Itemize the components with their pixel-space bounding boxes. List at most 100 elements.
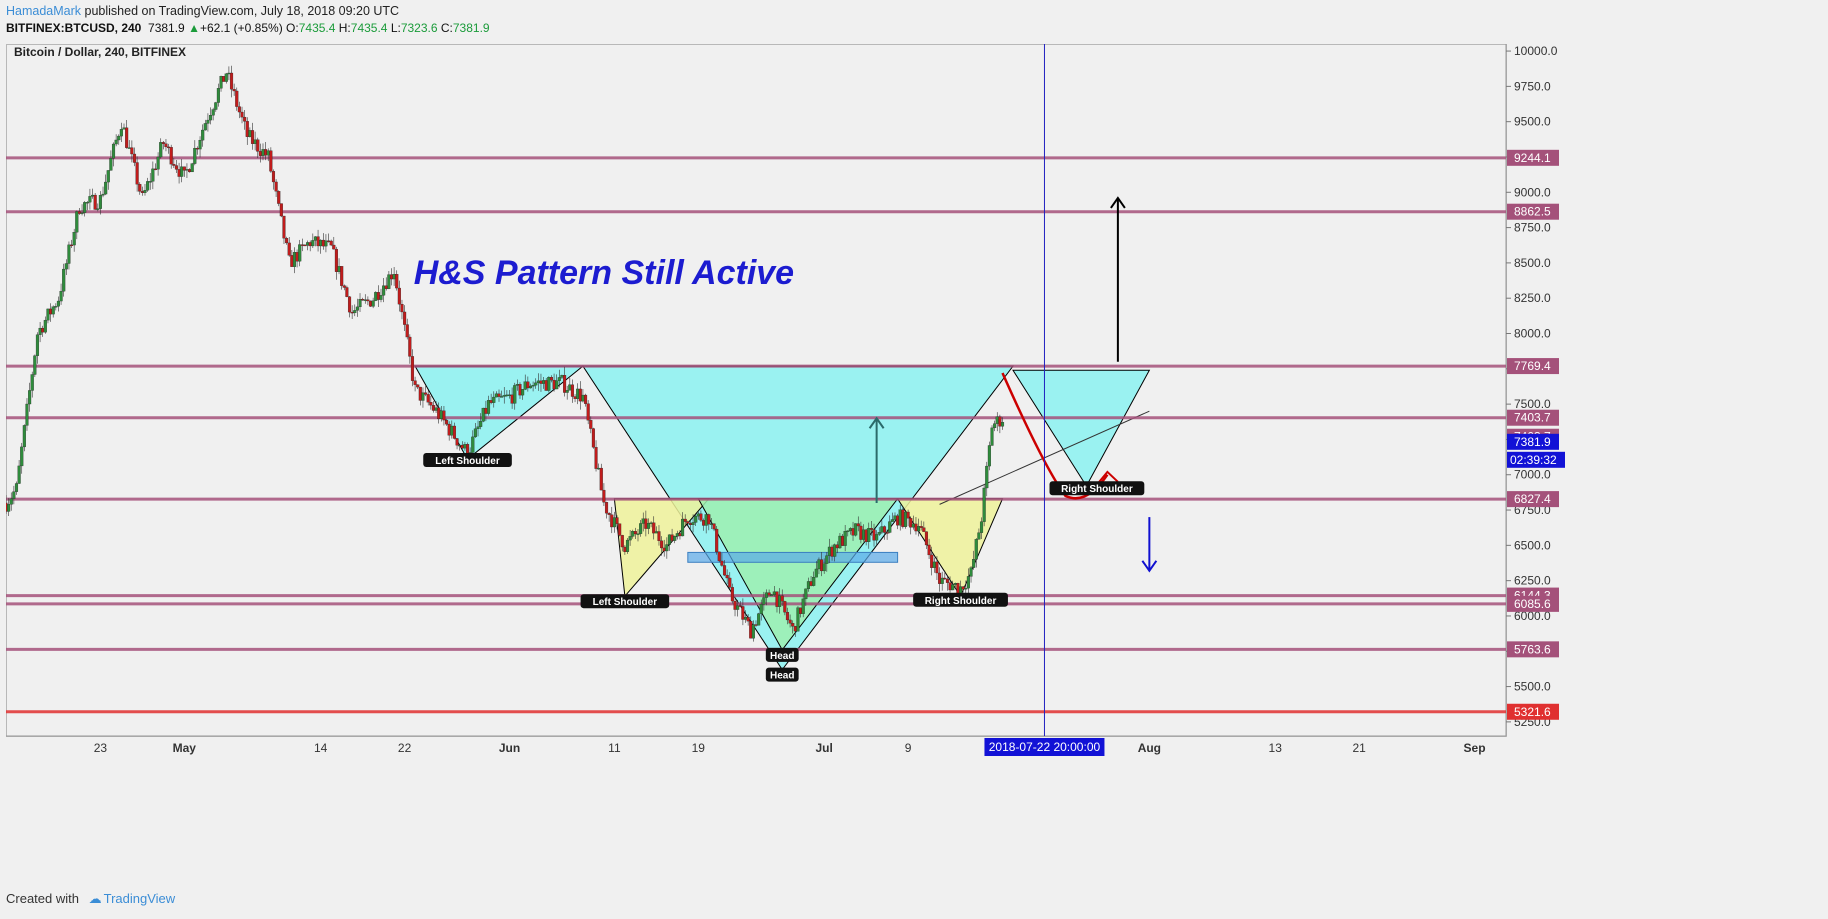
candle-body-54 [146, 181, 150, 191]
candle-body-187 [494, 393, 498, 398]
candle-body-101 [269, 150, 273, 172]
candle-body-68 [182, 166, 186, 171]
y-tick-label-1: 5500.0 [1514, 680, 1551, 694]
candle-body-183 [484, 407, 488, 414]
candle-body-252 [665, 544, 669, 552]
candle-body-277 [730, 587, 734, 602]
candle-body-320 [843, 531, 847, 546]
candle-body-139 [368, 300, 373, 307]
candle-body-289 [762, 597, 766, 605]
candle-body-379 [998, 416, 1002, 427]
price-chart[interactable]: Bitcoin / Dollar, 240, BITFINEX H&S Patte… [4, 44, 1757, 882]
candle-body-211 [557, 377, 561, 381]
candle-body-294 [775, 591, 779, 607]
candle-body-380 [1000, 422, 1005, 427]
candle-body-121 [321, 239, 325, 247]
candle-body-90 [240, 111, 244, 118]
candle-body-152 [403, 311, 407, 325]
extra-price-tag-1-bg [1507, 433, 1559, 450]
candle-body-340 [896, 515, 900, 526]
candle-body-195 [515, 384, 519, 386]
candle-body-344 [906, 511, 910, 519]
chart-frame[interactable]: Bitcoin / Dollar, 240, BITFINEX H&S Patte… [4, 44, 1757, 882]
y-tick-label-3: 6000.0 [1514, 609, 1551, 623]
candle-body-28 [77, 211, 81, 214]
candle-body-184 [486, 400, 491, 414]
candle-body-62 [167, 146, 171, 149]
candle-body-369 [972, 559, 976, 568]
x-tick-label-4: Jun [499, 741, 520, 755]
candle-body-39 [106, 170, 110, 183]
candle-body-366 [964, 587, 968, 590]
candle-body-331 [872, 529, 876, 541]
candle-body-202 [534, 382, 538, 386]
candle-body-49 [132, 153, 137, 163]
candle-body-246 [649, 522, 653, 524]
level-price-tag-6-bg [1507, 595, 1559, 612]
candle-body-34 [93, 194, 97, 210]
candle-body-160 [424, 392, 428, 395]
candle-body-335 [882, 526, 887, 533]
ohlc-high: 7435.4 [350, 21, 388, 35]
pattern-label-5: Right Shoulder [1061, 484, 1133, 495]
candle-body-143 [379, 295, 383, 300]
candle-body-221 [583, 394, 588, 404]
candle-body-305 [804, 588, 808, 600]
candle-body-314 [827, 546, 831, 556]
candle-body-228 [602, 489, 606, 503]
tradingview-brand[interactable]: TradingView [103, 891, 176, 906]
candle-body-131 [347, 296, 352, 313]
candle-body-37 [101, 193, 105, 196]
candle-body-361 [951, 584, 955, 591]
candle-body-325 [856, 523, 860, 527]
candle-body-278 [733, 600, 737, 610]
candle-body-86 [229, 72, 234, 90]
candle-body-328 [864, 529, 868, 542]
candle-body-196 [518, 384, 522, 396]
candle-body-1 [7, 504, 11, 512]
candle-body-282 [743, 617, 748, 620]
candle-body-120 [319, 239, 323, 247]
candle-body-147 [389, 274, 394, 280]
candle-body-291 [767, 592, 771, 596]
candle-body-338 [890, 519, 894, 522]
candle-body-317 [835, 544, 839, 549]
level-price-tag-4: 6827.4 [1514, 492, 1551, 506]
level-price-tag-1: 8862.5 [1514, 205, 1551, 219]
candle-body-303 [799, 607, 803, 614]
candle-body-363 [956, 583, 960, 594]
candle-body-82 [219, 76, 223, 89]
candle-body-270 [712, 523, 716, 530]
candle-body-79 [211, 109, 215, 116]
candle-body-312 [822, 563, 826, 572]
candle-body-182 [481, 407, 485, 422]
level-price-tag-3: 7403.7 [1514, 411, 1551, 425]
level-price-tag-7: 5763.6 [1514, 642, 1551, 656]
candle-body-342 [901, 509, 905, 527]
y-tick-label-13: 8500.0 [1514, 256, 1551, 270]
candle-body-301 [793, 626, 797, 632]
candle-body-327 [861, 529, 866, 540]
candle-body-329 [867, 528, 871, 542]
candle-body-111 [295, 252, 299, 262]
candle-body-11 [33, 355, 37, 375]
candle-body-30 [83, 202, 87, 213]
candle-body-332 [875, 534, 879, 541]
tradingview-logo-icon[interactable]: ☁ [88, 891, 102, 906]
candle-body-318 [838, 535, 842, 549]
candle-body-14 [41, 327, 45, 333]
candle-body-78 [208, 115, 213, 121]
candle-body-209 [552, 379, 556, 390]
candle-body-41 [111, 143, 116, 159]
candle-body-247 [652, 522, 656, 534]
candle-body-109 [290, 255, 294, 267]
candle-body-215 [568, 384, 572, 391]
candle-body-227 [599, 467, 603, 491]
candle-body-274 [722, 565, 727, 576]
candle-body-158 [418, 386, 422, 401]
candle-body-110 [292, 252, 297, 267]
level-price-tag-4-bg [1507, 491, 1559, 508]
candle-body-126 [334, 248, 338, 272]
author-link[interactable]: HamadaMark [6, 4, 82, 18]
candle-body-99 [264, 149, 268, 156]
